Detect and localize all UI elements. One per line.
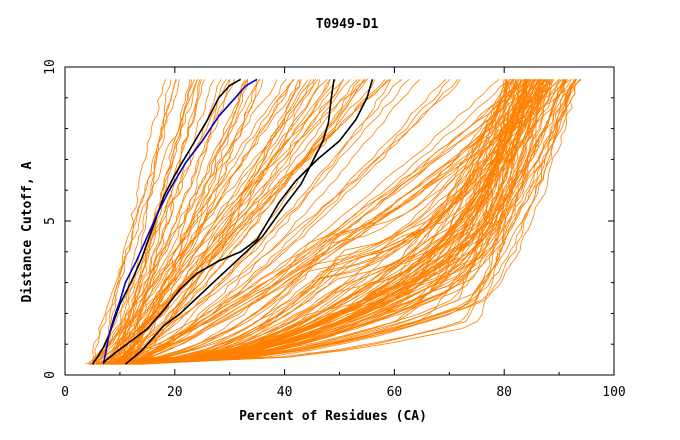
model-curve — [97, 79, 261, 365]
model-curve — [132, 78, 549, 365]
model-curve — [115, 79, 317, 365]
model-curve — [96, 79, 560, 365]
model-curve — [125, 79, 576, 365]
model-curve — [128, 79, 364, 365]
model-curve — [117, 79, 555, 365]
model-curve — [107, 79, 319, 365]
model-curve — [115, 79, 545, 365]
model-curve — [119, 79, 248, 365]
model-curve — [128, 79, 203, 365]
x-tick-label: 0 — [61, 385, 69, 400]
model-curve — [115, 79, 518, 365]
highlight-curve-3 — [124, 79, 335, 365]
x-tick-label: 40 — [277, 385, 293, 400]
model-curve — [106, 79, 529, 365]
model-curve — [93, 79, 548, 365]
model-curve — [126, 79, 314, 365]
model-curve — [133, 79, 551, 365]
y-tick-label: 5 — [43, 217, 58, 225]
x-tick-label: 80 — [496, 385, 512, 400]
model-curve — [131, 79, 451, 365]
model-curve — [123, 79, 542, 365]
model-curve — [108, 79, 278, 365]
y-axis-label: Distance Cutoff, A — [20, 161, 35, 302]
model-curve — [130, 78, 565, 365]
model-curve — [129, 79, 548, 365]
model-curve — [140, 79, 547, 365]
model-curve — [95, 79, 230, 365]
model-curve — [126, 79, 392, 365]
model-curve — [95, 79, 328, 365]
model-curve — [136, 79, 546, 365]
model-curve — [89, 79, 543, 365]
model-curve — [114, 78, 403, 365]
model-curve — [128, 79, 359, 365]
x-tick-label: 20 — [167, 385, 183, 400]
model-curve — [114, 79, 581, 365]
model-curve — [101, 79, 508, 365]
model-curve — [100, 79, 309, 365]
model-curve — [107, 79, 560, 365]
model-curve — [109, 79, 534, 365]
model-curve — [118, 79, 367, 365]
y-tick-label: 10 — [43, 59, 58, 75]
model-curve — [95, 79, 575, 365]
highlight-curve-2 — [102, 78, 258, 365]
model-curve — [122, 78, 512, 365]
model-curve — [98, 79, 541, 365]
y-tick-label: 0 — [43, 371, 58, 379]
x-tick-label: 60 — [387, 385, 403, 400]
chart-title: T0949-D1 — [316, 17, 379, 32]
model-curve — [123, 78, 572, 365]
model-curve — [115, 79, 578, 365]
model-curve — [113, 78, 391, 365]
model-curve — [111, 79, 410, 365]
model-curve — [136, 79, 577, 365]
highlight-curve-4 — [102, 79, 374, 364]
model-curve — [140, 79, 525, 365]
model-curve — [128, 79, 549, 365]
model-curve — [120, 79, 527, 365]
model-curve — [130, 79, 529, 365]
model-curve — [120, 79, 235, 365]
model-curve — [129, 79, 215, 365]
model-curve — [125, 79, 195, 365]
model-curve — [103, 79, 553, 365]
model-curve — [141, 79, 536, 365]
highlight-layer — [91, 78, 374, 365]
model-curve — [110, 79, 566, 365]
model-curve — [137, 79, 519, 365]
model-curve — [115, 79, 525, 365]
model-curve — [126, 79, 302, 365]
curves-layer — [85, 78, 582, 365]
highlight-curve-1 — [91, 78, 242, 365]
model-curve — [140, 79, 567, 365]
model-curve — [128, 79, 576, 365]
model-curve — [97, 79, 569, 365]
model-curve — [99, 79, 167, 365]
x-axis-label: Percent of Residues (CA) — [239, 409, 427, 424]
ticks-layer: 0 20 40 60 80 100 0 5 10 — [43, 59, 626, 400]
model-curve — [113, 79, 513, 365]
model-curve — [125, 79, 549, 365]
model-curve — [123, 79, 299, 365]
model-curve — [111, 78, 538, 365]
model-curve — [128, 79, 331, 365]
x-tick-label: 100 — [602, 385, 625, 400]
model-curve — [110, 79, 190, 365]
model-curve — [91, 79, 180, 365]
model-curve — [108, 79, 331, 365]
model-curve — [128, 79, 447, 365]
model-curve — [106, 79, 560, 365]
